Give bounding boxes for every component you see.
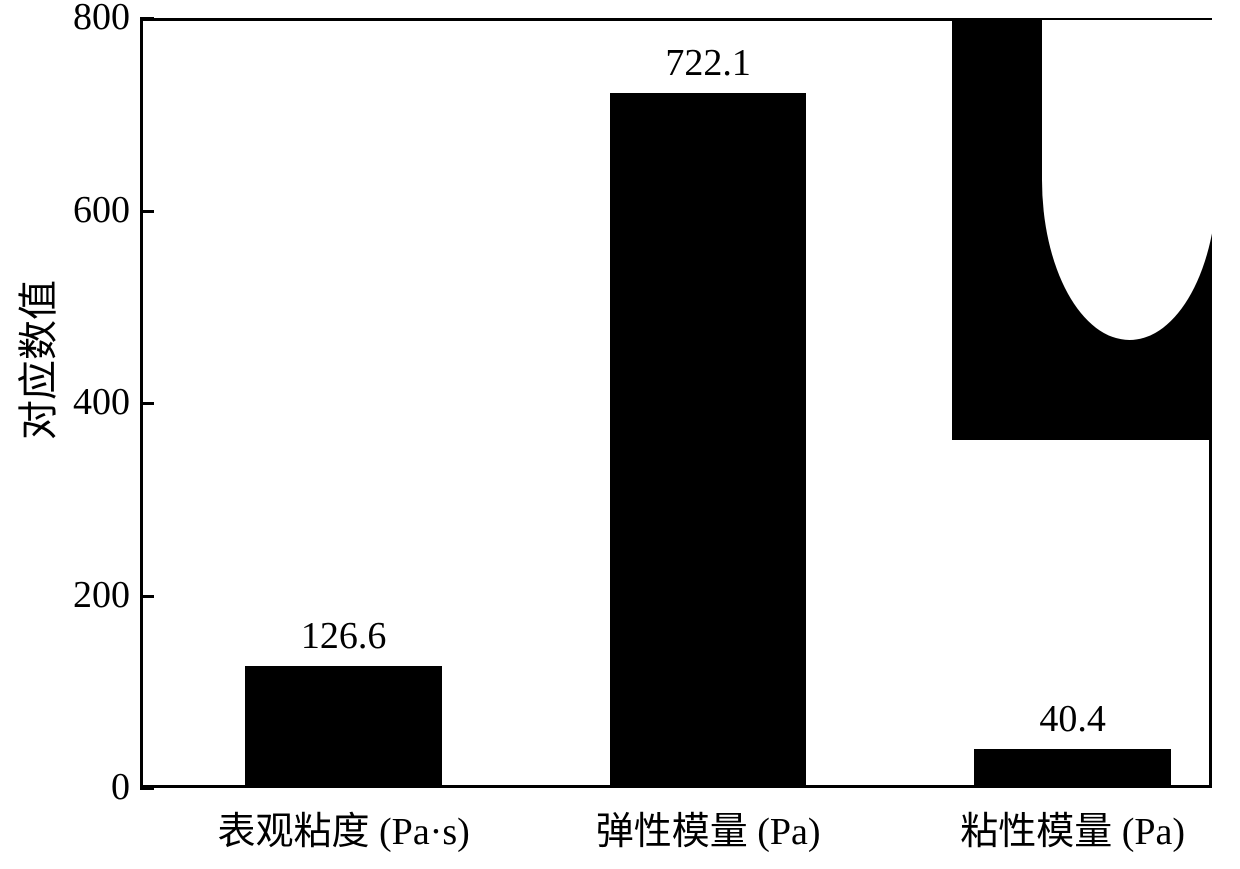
bar <box>610 93 807 788</box>
bar <box>974 749 1171 788</box>
y-tick-mark <box>140 595 154 598</box>
y-tick-mark <box>140 210 154 213</box>
y-tick-label: 600 <box>73 188 130 232</box>
y-tick-label: 0 <box>111 765 130 809</box>
bar-chart: 对应数值 0 200 400 600 800 表观粘度 (Pa·s)弹性模量 (Pa)粘… <box>0 0 1240 869</box>
x-tick-label: 粘性模量 (Pa) <box>894 800 1240 855</box>
bar <box>245 666 442 788</box>
x-tick-label: 弹性模量 (Pa) <box>529 800 886 855</box>
y-tick-label: 200 <box>73 573 130 617</box>
y-tick-mark <box>140 402 154 405</box>
y-tick-label: 400 <box>73 380 130 424</box>
bar-value-label: 722.1 <box>618 41 798 85</box>
bar-value-label: 40.4 <box>983 697 1163 741</box>
y-tick-label: 800 <box>73 0 130 39</box>
y-tick-mark <box>140 17 154 20</box>
bar-value-label: 126.6 <box>254 614 434 658</box>
y-tick-mark <box>140 787 154 790</box>
x-tick-label: 表观粘度 (Pa·s) <box>165 800 522 855</box>
y-axis-label: 对应数值 <box>6 380 64 440</box>
